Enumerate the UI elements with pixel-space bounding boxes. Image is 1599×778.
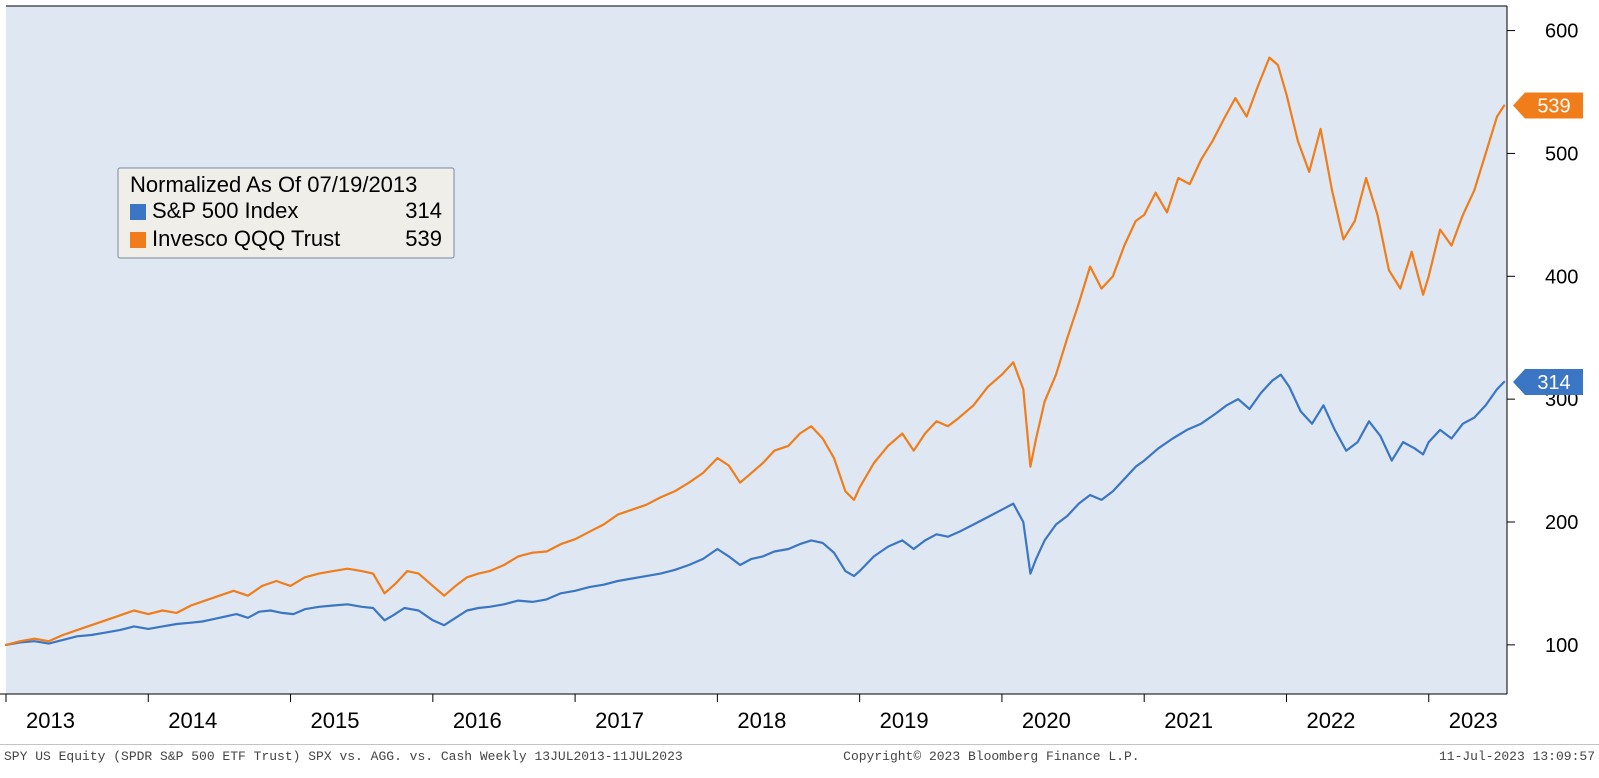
chart-container: 1002003004005006002013201420152016201720… — [0, 0, 1599, 778]
y-tick-label: 200 — [1545, 512, 1578, 534]
x-tick-label: 2013 — [26, 708, 75, 733]
x-tick-label: 2019 — [880, 708, 929, 733]
x-tick-label: 2014 — [168, 708, 217, 733]
x-label-band — [0, 694, 1599, 745]
y-tick-label: 600 — [1545, 21, 1578, 43]
x-tick-label: 2018 — [737, 708, 786, 733]
value-tag-spx: 314 — [1513, 369, 1583, 395]
legend-item-label: Invesco QQQ Trust — [152, 226, 340, 251]
y-tick-label: 100 — [1545, 635, 1578, 657]
x-tick-label: 2023 — [1449, 708, 1498, 733]
x-tick-label: 2021 — [1164, 708, 1213, 733]
value-tag-label: 539 — [1537, 96, 1570, 118]
x-tick-label: 2015 — [311, 708, 360, 733]
footer-right: 11-Jul-2023 13:09:57 — [1439, 749, 1595, 764]
legend-swatch — [130, 232, 146, 248]
footer-left: SPY US Equity (SPDR S&P 500 ETF Trust) S… — [4, 749, 683, 764]
x-tick-label: 2017 — [595, 708, 644, 733]
legend-swatch — [130, 204, 146, 220]
legend-item-value: 539 — [405, 226, 442, 251]
legend-item-value: 314 — [405, 198, 442, 223]
value-tag-qqq: 539 — [1513, 93, 1583, 119]
y-tick-label: 500 — [1545, 143, 1578, 165]
legend-title: Normalized As Of 07/19/2013 — [130, 172, 417, 197]
x-tick-label: 2022 — [1306, 708, 1355, 733]
y-tick-label: 400 — [1545, 266, 1578, 288]
footer-center: Copyright© 2023 Bloomberg Finance L.P. — [843, 749, 1139, 764]
legend-item-label: S&P 500 Index — [152, 198, 298, 223]
chart-svg: 1002003004005006002013201420152016201720… — [0, 0, 1599, 778]
value-tag-label: 314 — [1537, 372, 1570, 394]
x-tick-label: 2016 — [453, 708, 502, 733]
x-tick-label: 2020 — [1022, 708, 1071, 733]
